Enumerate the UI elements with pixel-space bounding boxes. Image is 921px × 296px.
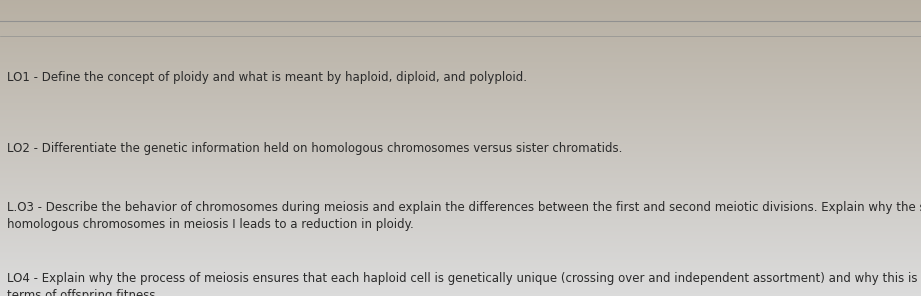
Text: LO4 - Explain why the process of meiosis ensures that each haploid cell is genet: LO4 - Explain why the process of meiosis… [7, 272, 921, 296]
Text: LO1 - Define the concept of ploidy and what is meant by haploid, diploid, and po: LO1 - Define the concept of ploidy and w… [7, 71, 528, 84]
Text: L.O3 - Describe the behavior of chromosomes during meiosis and explain the diffe: L.O3 - Describe the behavior of chromoso… [7, 201, 921, 231]
Text: LO2 - Differentiate the genetic information held on homologous chromosomes versu: LO2 - Differentiate the genetic informat… [7, 142, 623, 155]
